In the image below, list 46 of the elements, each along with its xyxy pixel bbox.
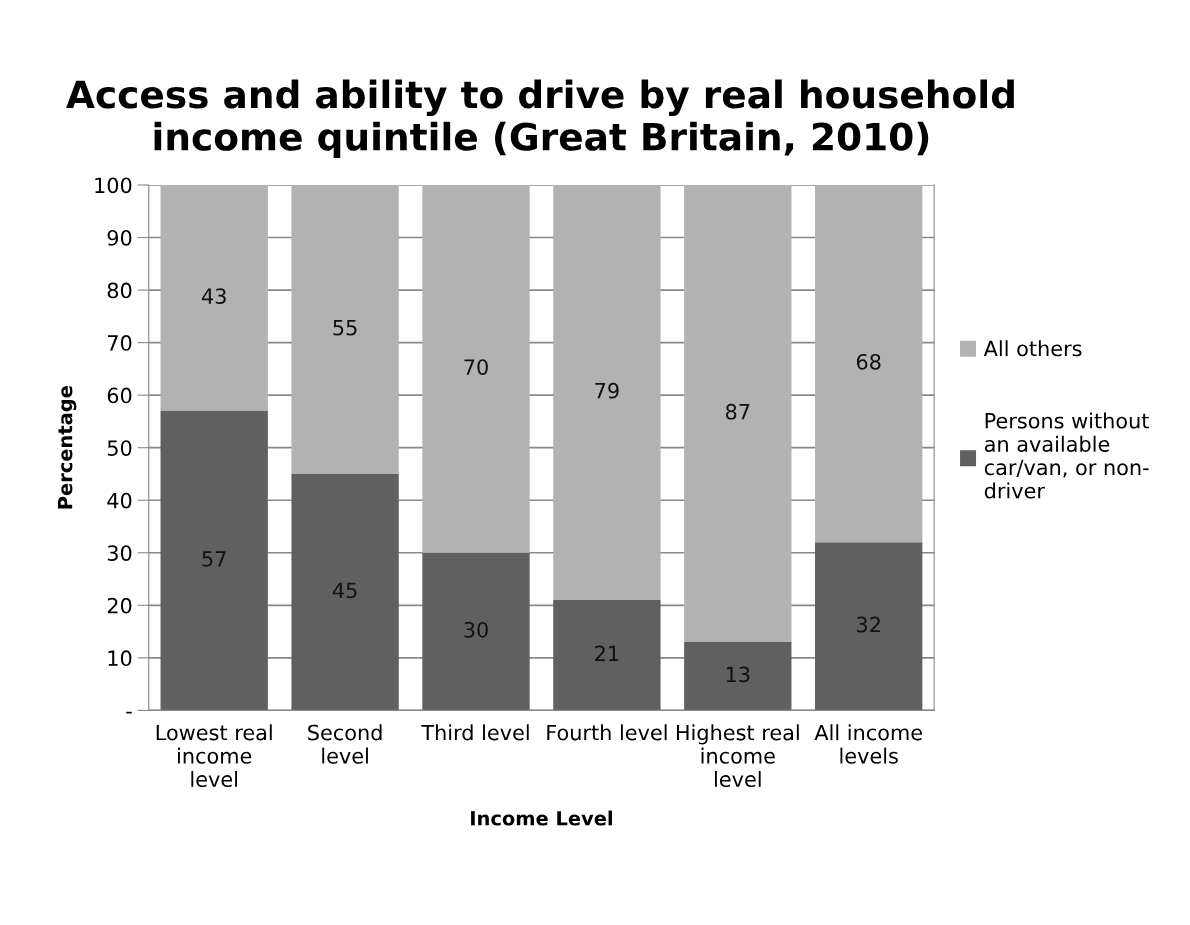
data-label: 70 [464, 359, 488, 375]
data-label: 30 [464, 621, 488, 638]
bar [684, 642, 792, 711]
y-tick-label: 30 [107, 545, 132, 561]
bar [291, 473, 399, 711]
bar [422, 552, 530, 711]
y-tick-label: 10 [108, 650, 132, 667]
data-label: 13 [726, 666, 750, 683]
chart-title: Access and ability to drive by real household income quintile (Great Britain, 2010) [66, 79, 1014, 159]
x-axis-title: Income Level [471, 810, 612, 826]
y-tick-label: 90 [107, 229, 132, 246]
data-label: 21 [595, 645, 619, 661]
bar [291, 185, 399, 474]
bar [553, 600, 661, 711]
bar [815, 542, 923, 711]
y-tick-label: 100 [95, 177, 132, 194]
bar [422, 185, 530, 553]
y-tick-label: - [126, 711, 132, 714]
data-label: 57 [202, 551, 226, 567]
legend-label: Persons without an available car/van, or non- driver [984, 412, 1149, 499]
bar [684, 185, 792, 643]
x-tick-label: Fourth level [547, 724, 667, 741]
data-label: 45 [332, 582, 357, 599]
legend-label: All others [983, 340, 1082, 357]
data-label: 43 [201, 288, 226, 305]
y-tick-label: 40 [107, 492, 132, 509]
bar [160, 410, 268, 711]
y-tick-label: 70 [107, 335, 132, 351]
x-tick-label: Lowest real income level [156, 724, 272, 788]
data-label: 32 [857, 616, 880, 633]
bar [815, 185, 923, 543]
x-tick-label: All income levels [814, 724, 922, 764]
y-tick-label: 50 [107, 440, 132, 456]
data-label: 55 [333, 320, 357, 336]
data-label: 79 [595, 382, 619, 399]
x-tick-label: Highest real income level [676, 724, 799, 788]
y-tick-label: 20 [107, 597, 132, 614]
y-tick-label: 80 [107, 282, 132, 299]
x-tick-label: Third level [421, 724, 529, 741]
y-tick-label: 60 [107, 387, 132, 404]
data-label: 68 [856, 353, 881, 370]
bar [160, 185, 268, 411]
y-axis-title: Percentage [57, 386, 77, 509]
x-tick-label: Second level [308, 724, 382, 764]
data-label: 87 [725, 403, 750, 420]
bar [553, 185, 661, 601]
